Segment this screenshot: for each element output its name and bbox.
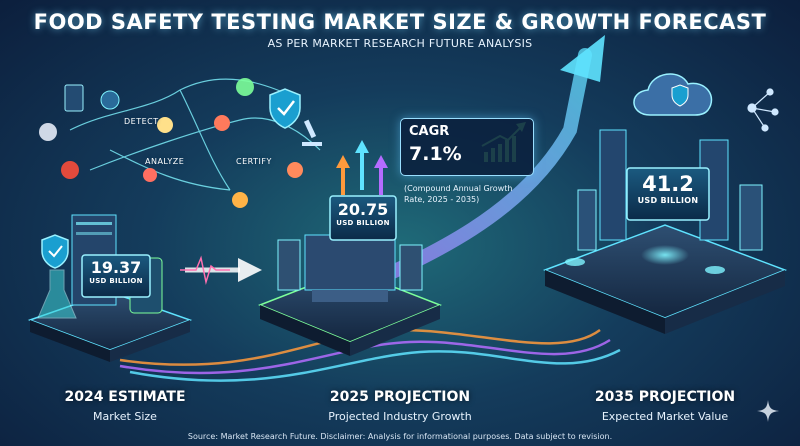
- tablet-icon: [64, 84, 84, 112]
- unit-label-2025: USD BILLION: [336, 219, 390, 227]
- cagr-note: (Compound Annual Growth Rate, 2025 - 203…: [404, 184, 513, 204]
- shield-check-icon: [269, 88, 301, 129]
- screen-2024: [81, 254, 151, 298]
- microscope-icon: [302, 119, 322, 146]
- flow-step-certify: CERTIFY: [236, 157, 272, 166]
- milestone-2025-title: 2025 PROJECTION: [329, 389, 471, 405]
- milestone-2035-title: 2035 PROJECTION: [594, 389, 736, 405]
- source-disclaimer: Source: Market Research Future. Disclaim…: [187, 432, 613, 441]
- unit-label-2035: USD BILLION: [637, 196, 699, 205]
- flow-step-analyze: ANALYZE: [145, 157, 185, 166]
- unit-label-2024: USD BILLION: [89, 277, 143, 285]
- milestone-2024-subtitle: Market Size: [93, 410, 157, 423]
- screen-2035: [626, 167, 710, 221]
- platform-2025: [257, 234, 443, 356]
- value-2025: 20.75 USD BILLION: [330, 200, 396, 227]
- left-shield-icon: [41, 234, 69, 269]
- cagr-value: 7.1%: [409, 143, 462, 165]
- value-2035: 41.2 USD BILLION: [627, 172, 709, 205]
- value-label-2025: 20.75: [337, 200, 389, 219]
- platform-2035: [542, 129, 788, 334]
- page-title: FOOD SAFETY TESTING MARKET SIZE & GROWTH…: [33, 10, 767, 34]
- flow-step-detect: DETECT: [124, 117, 159, 126]
- flow-nodes: [39, 78, 303, 208]
- value-label-2024: 19.37: [90, 258, 142, 277]
- cagr-label: CAGR: [409, 124, 450, 139]
- growth-small-arrows: [336, 140, 388, 195]
- sparkle-icon: [757, 400, 779, 422]
- value-label-2035: 41.2: [642, 172, 694, 196]
- value-2024: 19.37 USD BILLION: [82, 258, 150, 285]
- cloud-shield-icon: [633, 73, 713, 116]
- cagr-panel: CAGR 7.1%: [400, 118, 534, 176]
- pulse-line: [180, 255, 230, 285]
- milestone-2025-subtitle: Projected Industry Growth: [328, 410, 472, 423]
- testing-flow-network: [69, 78, 321, 191]
- milestone-2035-subtitle: Expected Market Value: [601, 410, 729, 423]
- page-subtitle: AS PER MARKET RESEARCH FUTURE ANALYSIS: [267, 37, 533, 50]
- network-hub-icon: [747, 88, 779, 132]
- milestone-2024-title: 2024 ESTIMATE: [64, 389, 186, 405]
- screen-2025: [329, 195, 397, 241]
